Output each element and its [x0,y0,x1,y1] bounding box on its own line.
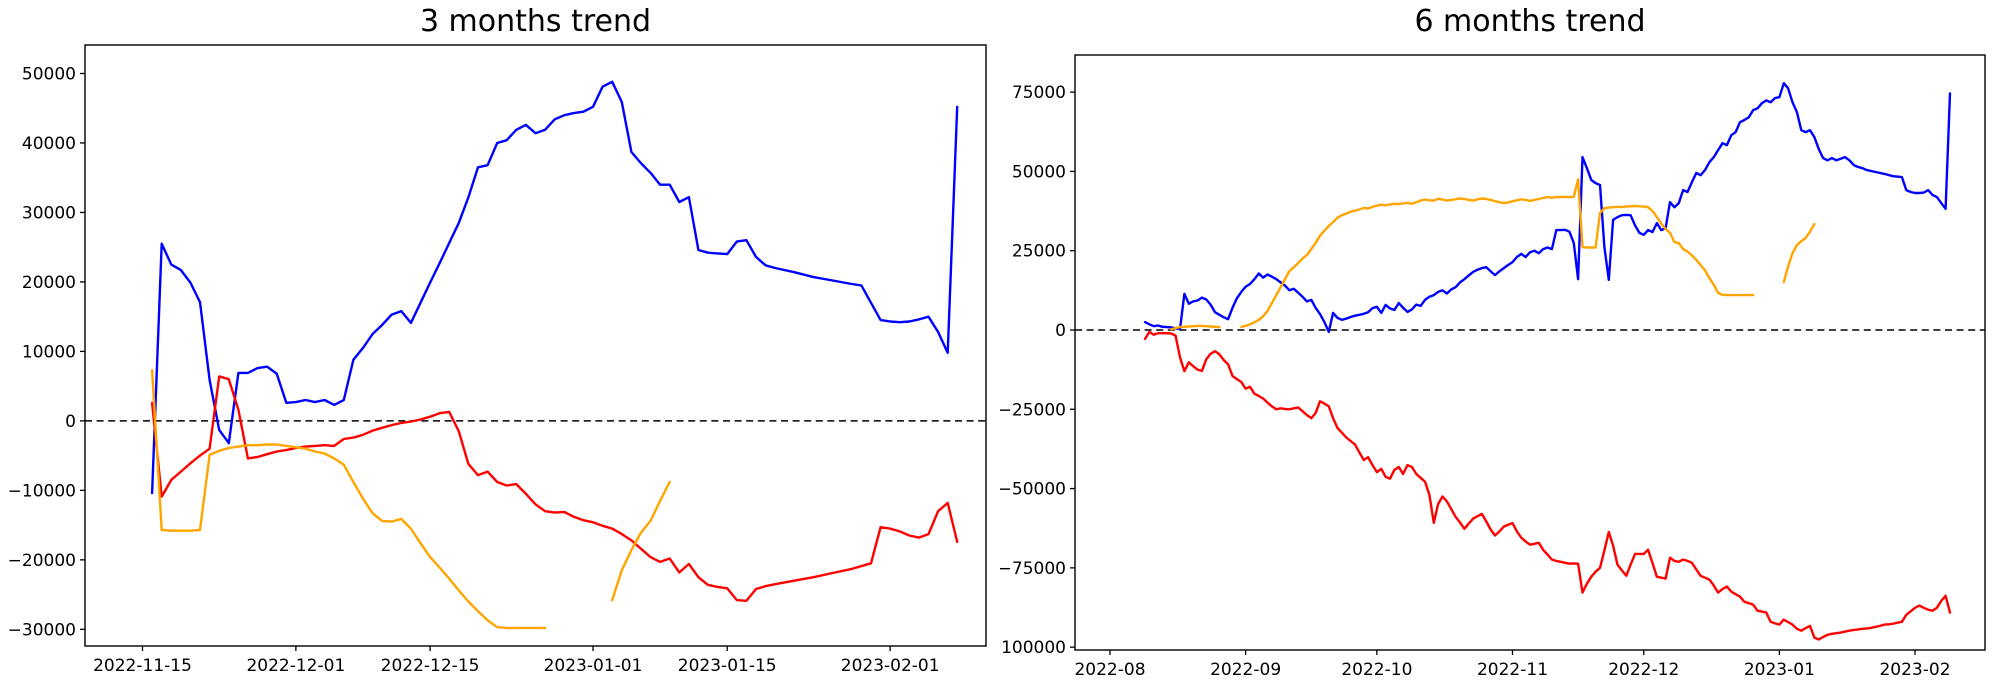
x-axis-tick-label: 2022-12-01 [246,656,345,676]
y-axis-tick-label: 0 [65,412,76,432]
x-axis-tick-label: 2022-12 [1608,660,1679,680]
y-axis-tick-label: −20000 [8,551,76,571]
plot-area-3-months: 2022-11-15 2022-12-01 2022-12-15 2023-01-01… [8,44,987,676]
y-axis-tick-label: 40000 [22,134,76,154]
chart-title-6-months: 6 months trend [1414,4,1646,39]
y-axis-tick-label: 10000 [22,342,76,362]
series-line-red [1143,330,1952,641]
series-line-orange-seg1 [150,369,547,630]
y-axis-tick-label: 0 [1055,321,1066,341]
x-axis-tick-label: 2022-11 [1477,660,1548,680]
x-axis-tick-label: 2023-01-01 [544,656,643,676]
x-axis-tick-label: 2023-01 [1744,660,1815,680]
x-axis-tick-label: 2022-12-15 [381,656,480,676]
y-axis-tick-label: 20000 [22,273,76,293]
x-axis-tick-label: 2022-08 [1074,660,1145,680]
x-axis-tick-label: 2022-10 [1341,660,1412,680]
y-axis-tick-label: 75000 [1012,83,1066,103]
chart-title-3-months: 3 months trend [419,4,652,39]
y-axis-tick-label: 25000 [1012,242,1066,262]
x-axis-tick-label: 2023-01-15 [678,656,777,676]
chart-3-months-trend: 3 months trend 2022-11-15 2022-12-01 2022-… [8,4,987,676]
series-line-red [150,375,959,602]
series-line-orange-seg1 [1170,324,1221,331]
chart-6-months-trend: 6 months trend 2022-08 2022-09 2022-10 2022… [1000,0,2000,700]
y-axis-tick-label: −10000 [8,481,76,501]
y-axis-tick-label: −50000 [1000,480,1066,500]
y-axis-tick-label: −30000 [8,620,76,640]
series-line-blue [150,80,959,495]
series-line-orange-seg3 [1782,222,1816,284]
axes-frame [84,44,987,647]
plot-area-6-months: 2022-08 2022-09 2022-10 2022-11 2022-12 2023-… [1000,54,1986,680]
y-axis-tick-label: −25000 [1000,400,1066,420]
y-axis-tick-label: 50000 [22,64,76,84]
x-axis-tick-label: 2023-02-01 [841,656,940,676]
series-line-blue [1143,81,1952,334]
x-axis-tick-label: 2022-11-15 [93,656,192,676]
axes-frame [1074,54,1986,651]
x-axis-tick-label: 2023-02 [1879,660,1950,680]
series-line-orange-seg2 [1240,178,1755,328]
y-axis-tick-label: 30000 [22,203,76,223]
y-axis-tick-label: 50000 [1012,162,1066,182]
y-axis-tick-label: −100000 [1000,638,1066,658]
x-axis-tick-label: 2022-09 [1210,660,1281,680]
y-axis-tick-label: −75000 [1000,559,1066,579]
series-line-orange-seg2 [611,480,671,602]
